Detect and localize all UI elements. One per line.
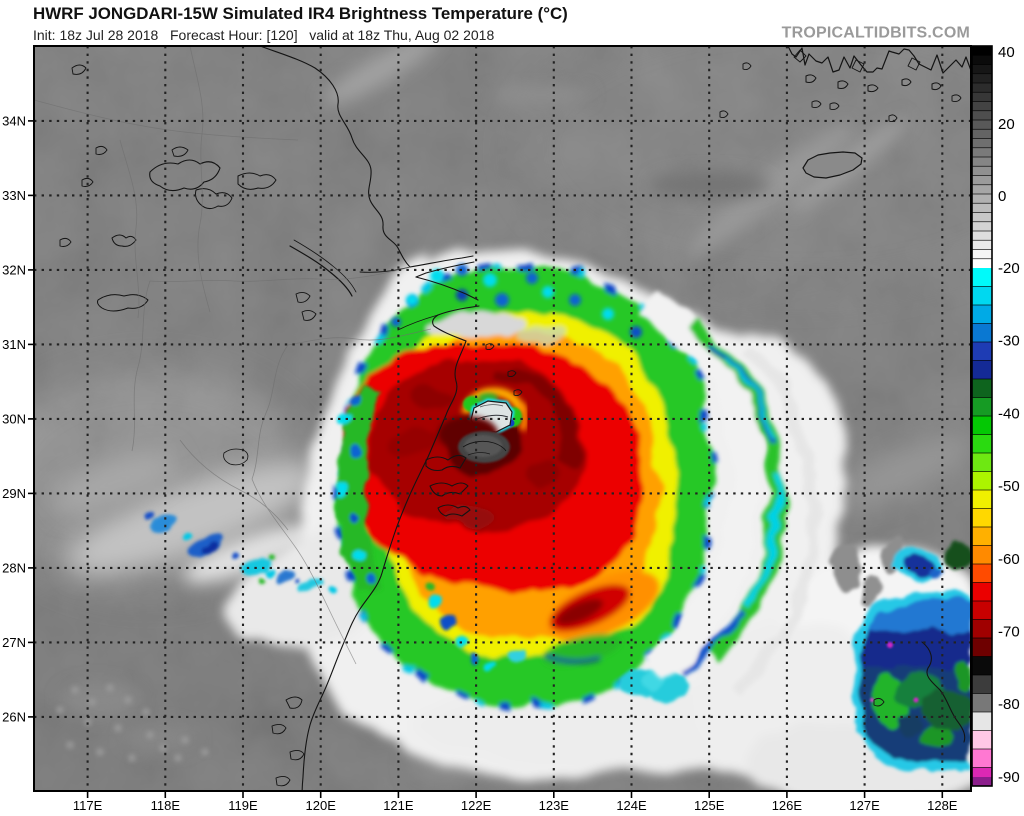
svg-text:119E: 119E xyxy=(228,798,258,811)
svg-text:Init: 18z Jul 28 2018 Foreca: Init: 18z Jul 28 2018 Forecast Hour: [12… xyxy=(33,27,494,43)
svg-text:20: 20 xyxy=(998,116,1015,133)
svg-text:121E: 121E xyxy=(383,798,414,811)
svg-text:127E: 127E xyxy=(849,798,880,811)
svg-text:118E: 118E xyxy=(151,798,181,811)
svg-text:TROPICALTIDBITS.COM: TROPICALTIDBITS.COM xyxy=(782,25,970,42)
svg-text:HWRF JONGDARI-15W Simulated IR: HWRF JONGDARI-15W Simulated IR4 Brightne… xyxy=(33,4,568,23)
svg-text:-40: -40 xyxy=(998,405,1020,422)
svg-text:26N: 26N xyxy=(2,709,26,724)
svg-text:27N: 27N xyxy=(2,635,26,650)
svg-text:-20: -20 xyxy=(998,260,1020,277)
svg-text:-70: -70 xyxy=(998,624,1020,641)
svg-text:-90: -90 xyxy=(998,769,1020,786)
svg-text:-80: -80 xyxy=(998,696,1020,713)
svg-text:122E: 122E xyxy=(461,798,492,811)
svg-text:123E: 123E xyxy=(539,798,570,811)
svg-text:29N: 29N xyxy=(2,486,26,501)
svg-text:33N: 33N xyxy=(2,188,26,203)
svg-text:-60: -60 xyxy=(998,551,1020,568)
svg-text:0: 0 xyxy=(998,188,1006,205)
svg-text:124E: 124E xyxy=(616,798,647,811)
svg-text:128E: 128E xyxy=(927,798,958,811)
svg-text:-30: -30 xyxy=(998,333,1020,350)
svg-text:117E: 117E xyxy=(73,798,103,811)
svg-text:120E: 120E xyxy=(306,798,337,811)
svg-text:-50: -50 xyxy=(998,478,1020,495)
svg-text:30N: 30N xyxy=(2,411,26,426)
svg-text:28N: 28N xyxy=(2,560,26,575)
svg-text:31N: 31N xyxy=(2,337,26,352)
svg-text:40: 40 xyxy=(998,44,1015,61)
svg-text:32N: 32N xyxy=(2,262,26,277)
svg-text:125E: 125E xyxy=(694,798,725,811)
svg-text:126E: 126E xyxy=(772,798,803,811)
svg-text:34N: 34N xyxy=(2,113,26,128)
